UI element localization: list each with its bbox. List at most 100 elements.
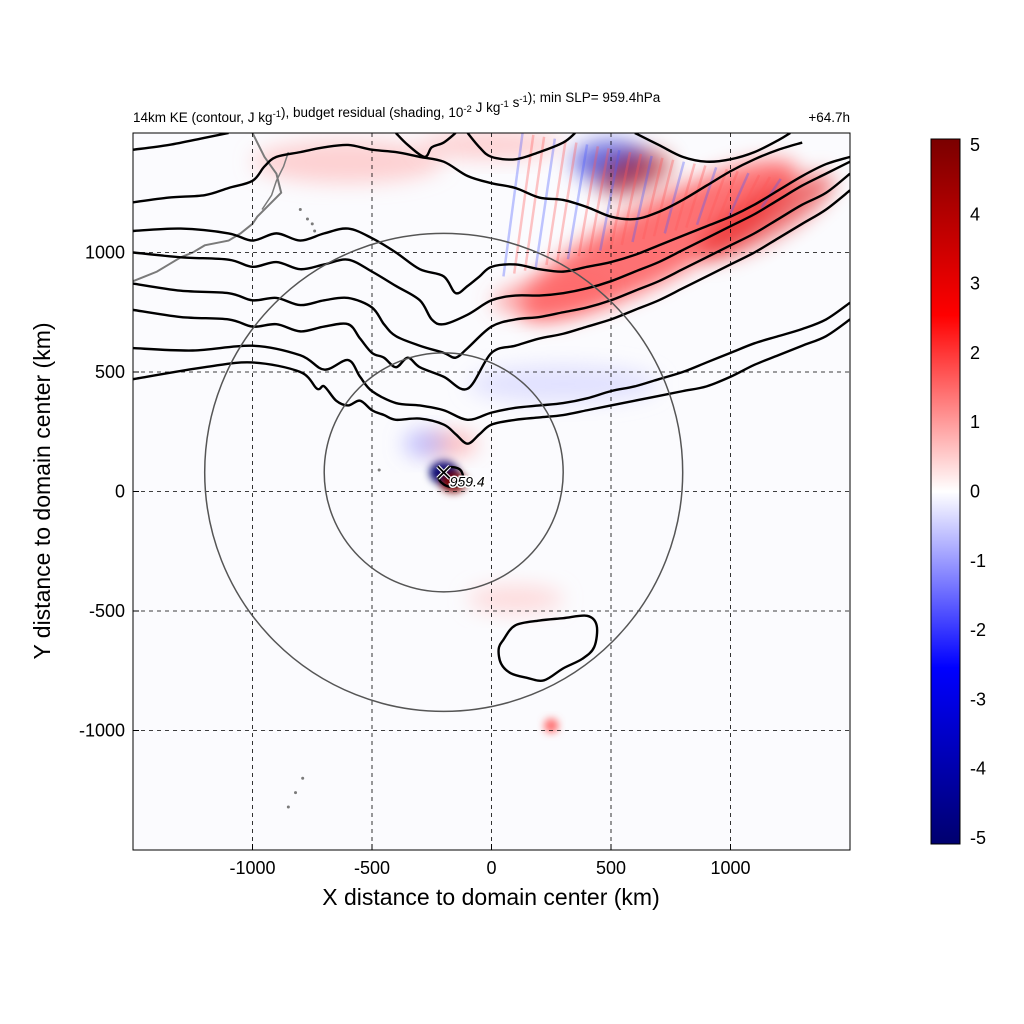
shading-stripe <box>685 165 707 229</box>
shading-stripe <box>663 161 686 234</box>
ke-contour-line <box>133 133 229 151</box>
ke-contour-line <box>133 172 850 359</box>
coastline <box>133 133 381 809</box>
shading-blob <box>598 151 672 196</box>
island-dot <box>294 791 298 795</box>
y-tick-label: 1000 <box>85 243 125 263</box>
shading-blob <box>467 584 564 614</box>
ke-contour-line <box>133 318 850 445</box>
island-dot <box>301 776 305 780</box>
colorbar-ticks: 5 4 3 2 1 0 -1 -2 -3 -4 -5 <box>970 135 986 848</box>
shading-stripe <box>545 140 567 266</box>
title-part: -1 <box>273 109 281 120</box>
colorbar-tick-label: -2 <box>970 620 986 640</box>
x-tick-label: -1000 <box>229 858 275 878</box>
ke-contour-line <box>466 133 576 161</box>
title-part: -1 <box>500 99 508 110</box>
ke-closed-contour <box>497 614 599 682</box>
title-part: 14km KE (contour, J kg <box>133 110 273 125</box>
y-tick-label: 500 <box>95 362 125 382</box>
shading-stripe <box>609 151 632 248</box>
shading-blob <box>252 140 444 184</box>
shading-stripe <box>674 163 696 231</box>
shading-blob <box>403 429 447 459</box>
x-tick-label: 0 <box>486 858 496 878</box>
colorbar-tick-label: 1 <box>970 412 980 432</box>
x-axis-label: X distance to domain center (km) <box>322 884 659 910</box>
shading-stripe <box>652 159 675 237</box>
shading-stripe <box>620 153 643 246</box>
shading-stripe <box>706 168 729 223</box>
island-dot <box>305 217 309 221</box>
chart-title: 14km KE (contour, J kg-1), budget residu… <box>133 90 850 125</box>
colorbar-gradient <box>930 138 961 845</box>
x-tick-label: 1000 <box>710 858 750 878</box>
island-dot <box>313 229 317 233</box>
coastline-path <box>133 133 283 283</box>
colorbar-tick-label: 3 <box>970 274 980 294</box>
ke-contour-line <box>133 141 803 221</box>
shading-stripe <box>695 167 718 226</box>
colorbar-tick-label: 5 <box>970 135 980 155</box>
x-tick-label: -500 <box>354 858 390 878</box>
y-tick-label: 0 <box>115 482 125 502</box>
title-part: -1 <box>519 94 527 105</box>
shading-blob <box>467 364 659 404</box>
colorbar-tick-label: -3 <box>970 689 986 709</box>
ke-contour-line <box>133 155 850 295</box>
storm-slp-label: 959.4 <box>450 473 485 489</box>
shading-stripe <box>555 142 578 263</box>
y-axis-ticks: -1000 -500 0 500 1000 <box>79 243 139 741</box>
shading-stripe <box>717 170 739 220</box>
shading-stripe <box>631 155 653 243</box>
shading-blob <box>699 174 834 260</box>
shading-blob <box>492 273 611 313</box>
shading-stripe <box>577 146 600 257</box>
shading-blob <box>544 718 559 733</box>
island-dot <box>310 222 314 226</box>
ke-contour-line <box>395 133 457 159</box>
range-ring <box>203 232 684 713</box>
y-tick-label: -1000 <box>79 721 125 741</box>
ke-contours <box>133 133 850 682</box>
shading-stripe <box>502 133 524 277</box>
ke-contour-line <box>133 301 850 422</box>
colorbar-tick-label: -1 <box>970 551 986 571</box>
colorbar: 5 4 3 2 1 0 -1 -2 -3 -4 -5 <box>930 135 986 848</box>
shading-stripe <box>534 138 557 268</box>
title-part: ); min SLP= 959.4hPa <box>528 90 661 105</box>
y-tick-label: -500 <box>89 601 125 621</box>
x-axis-ticks: -1000 -500 0 500 1000 <box>229 844 751 878</box>
shading-stripe <box>642 157 664 240</box>
time-label: +64.7h <box>808 110 850 125</box>
ke-contour-line <box>133 160 850 326</box>
shading-stripe <box>599 149 621 251</box>
shading-stripe <box>760 178 782 209</box>
shading-stripe <box>566 144 589 260</box>
colorbar-tick-label: -5 <box>970 828 986 848</box>
island-dot <box>286 805 290 809</box>
shading-stripe <box>588 148 610 254</box>
x-tick-label: 500 <box>596 858 626 878</box>
shading-stripe <box>512 134 535 274</box>
shading-stripe <box>728 172 750 217</box>
colorbar-tick-label: 0 <box>970 482 980 502</box>
title-part: s <box>509 95 520 110</box>
colorbar-tick-label: 2 <box>970 343 980 363</box>
title-part: ), budget residual (shading, 10 <box>281 105 463 120</box>
title-part: J kg <box>472 100 501 115</box>
shading-blob <box>419 133 564 160</box>
storm-x-mark <box>437 465 451 480</box>
y-axis-label: Y distance to domain center (km) <box>29 322 55 659</box>
range-rings <box>203 232 684 713</box>
shading-stripe <box>738 174 761 214</box>
coastline-path <box>261 151 290 210</box>
colorbar-tick-label: -4 <box>970 759 986 779</box>
title-part: -2 <box>463 104 471 115</box>
storm-center: 959.4 <box>436 464 486 491</box>
island-dot <box>377 468 381 472</box>
island-dot <box>298 207 302 211</box>
ke-contour-line <box>634 133 791 163</box>
colorbar-tick-label: 4 <box>970 204 980 224</box>
